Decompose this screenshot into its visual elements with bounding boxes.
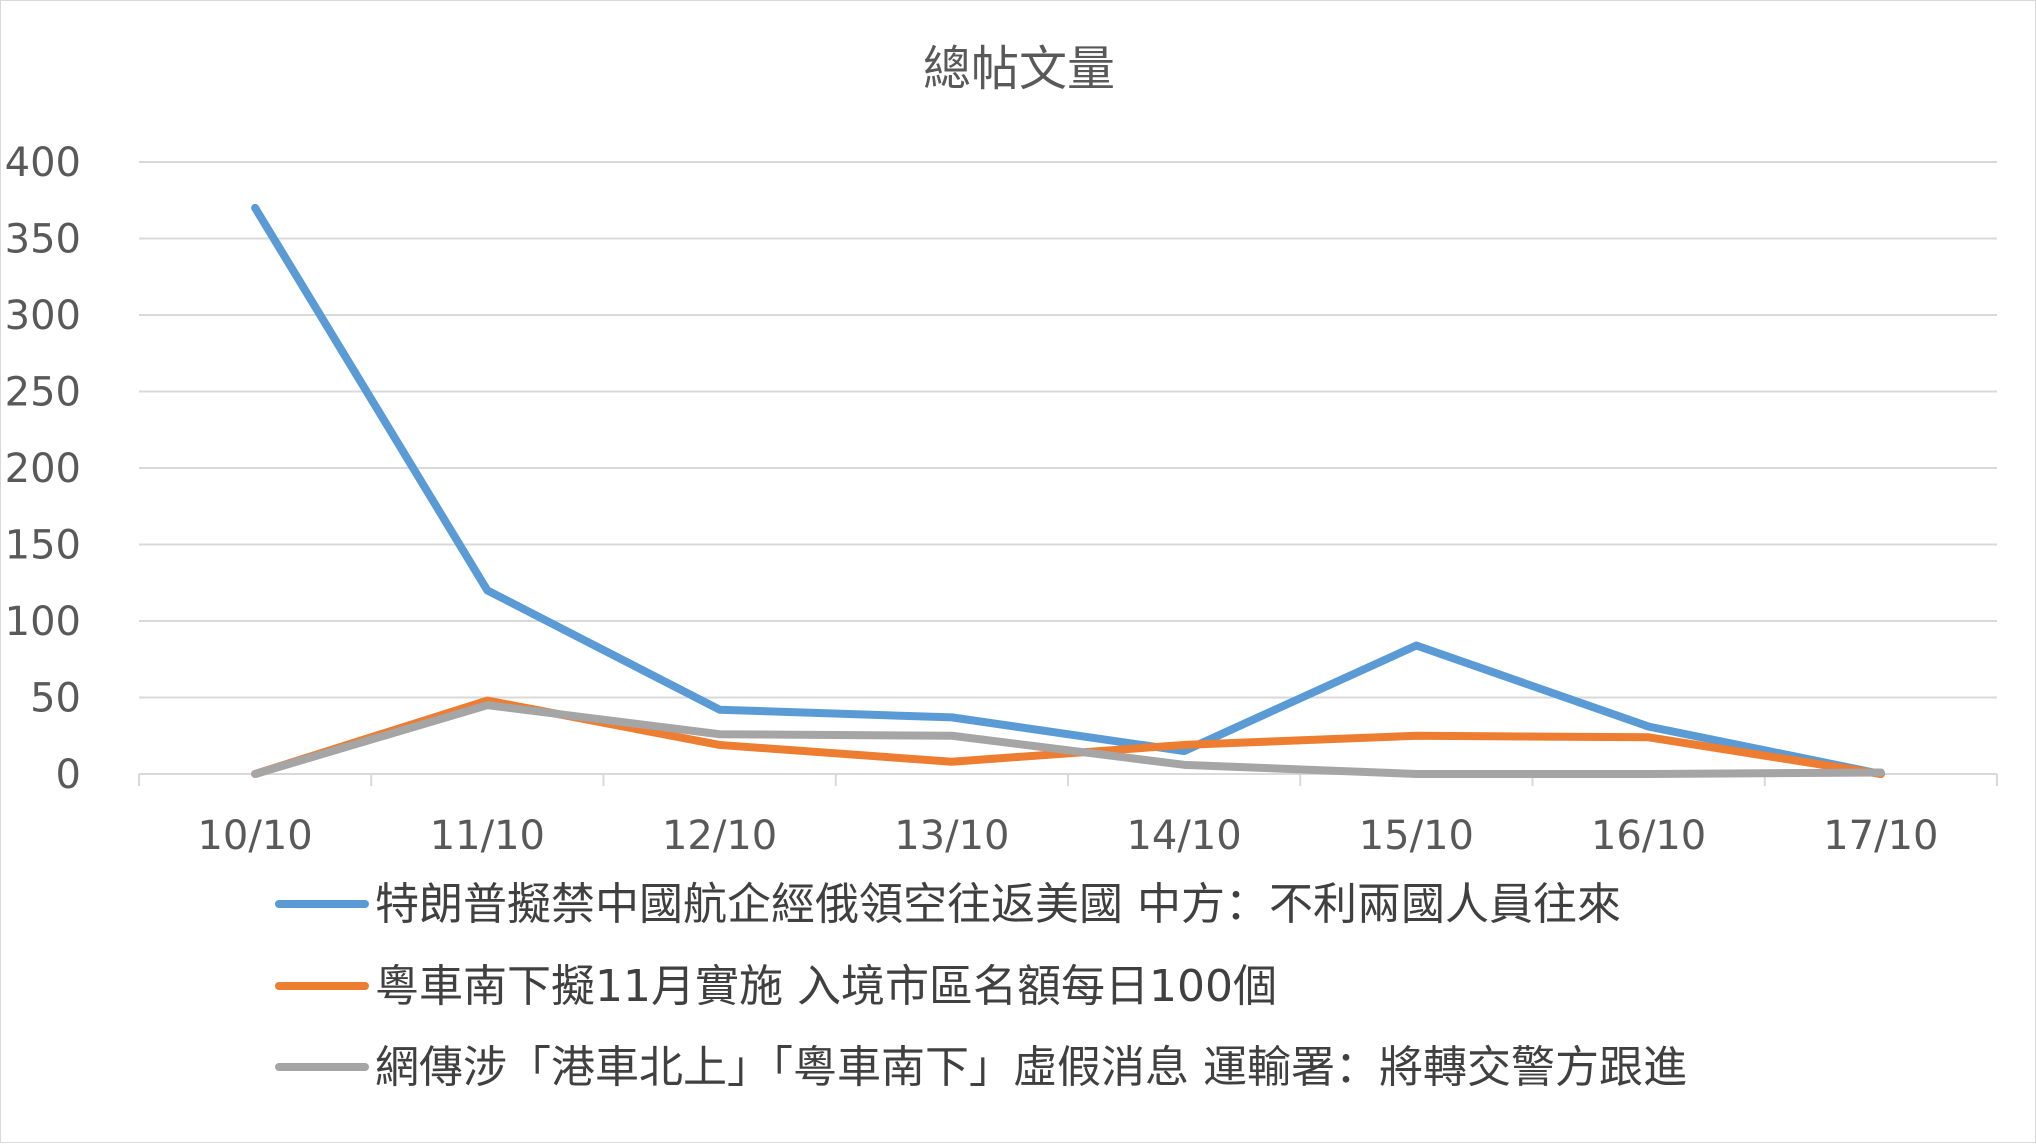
legend-label-2: 粵車南下擬11月實施 入境市區名額每日100個 (375, 961, 1277, 1012)
series-line-1 (251, 203, 1885, 778)
y-tick-label: 400 (5, 140, 81, 186)
y-tick-label: 350 (5, 217, 81, 263)
series-line-3 (251, 701, 1885, 778)
legend-label-1: 特朗普擬禁中國航企經俄領空往返美國 中方：不利兩國人員往來 (375, 879, 1621, 930)
x-tick-label: 11/10 (430, 813, 545, 859)
x-tick-label: 16/10 (1591, 813, 1706, 859)
y-tick-label: 100 (5, 599, 81, 645)
gridlines (139, 161, 1997, 699)
x-axis-ticks: 10/10 11/10 12/10 13/10 14/10 15/10 16/10 17/10 (197, 813, 1938, 859)
x-tick-label: 12/10 (662, 813, 777, 859)
y-tick-label: 200 (5, 446, 81, 492)
x-tick-label: 15/10 (1359, 813, 1474, 859)
y-axis-ticks: 0 50 100 150 200 250 300 350 400 (5, 140, 81, 798)
y-tick-label: 0 (56, 752, 81, 798)
chart-title: 總帖文量 (923, 41, 1115, 97)
legend-label-3: 網傳涉「港車北上」「粵車南下」虛假消息 運輸署：將轉交警方跟進 (375, 1042, 1687, 1093)
y-tick-label: 300 (5, 293, 81, 339)
legend: 特朗普擬禁中國航企經俄領空往返美國 中方：不利兩國人員往來粵車南下擬11月實施 … (275, 879, 1687, 1093)
x-tick-label: 13/10 (894, 813, 1009, 859)
y-tick-label: 250 (5, 370, 81, 416)
x-tick-label: 14/10 (1126, 813, 1241, 859)
y-tick-label: 150 (5, 523, 81, 569)
x-tick-label: 17/10 (1823, 813, 1938, 859)
x-tick-label: 10/10 (197, 813, 312, 859)
series-lines (251, 203, 1885, 778)
y-tick-label: 50 (30, 676, 81, 722)
